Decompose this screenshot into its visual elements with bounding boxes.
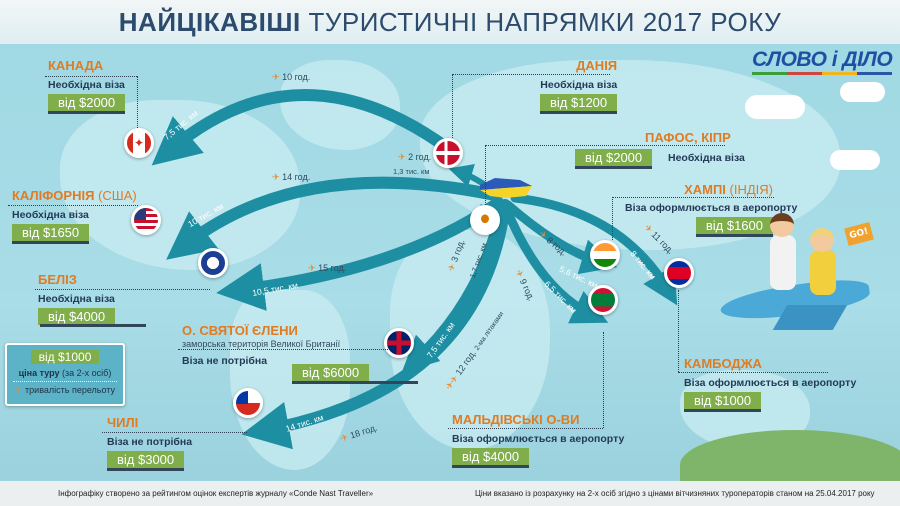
leader-line (137, 76, 138, 128)
logo-color-bar (752, 72, 892, 75)
plane-icon: ✈ (308, 263, 316, 273)
footer-prices-note: Ціни вказано із розрахунку на 2-х осіб з… (475, 489, 875, 498)
destination-maldives: МАЛЬДІВСЬКІ О-ВИ Віза оформлюється в аер… (452, 412, 624, 468)
traveller-boy-head (770, 213, 794, 237)
destination-canada: КАНАДА Необхідна віза від $2000 (48, 58, 126, 114)
price-badge: від $1650 (12, 224, 90, 244)
leader-line (452, 74, 453, 138)
maldives-flag-pin[interactable] (588, 285, 618, 315)
route-time-usa: ✈ 14 год. (272, 172, 311, 182)
legend-price-sample: від $1000 (30, 350, 100, 364)
chile-canton (236, 391, 248, 404)
price-badge: від $1000 (684, 392, 762, 412)
denmark-flag-pin[interactable] (433, 138, 463, 168)
destination-california: КАЛІФОРНІЯ (США) Необхідна віза від $165… (12, 188, 137, 244)
legend-price-label: ціна туру (за 2-х осіб) (18, 368, 112, 378)
destination-belize: БЕЛІЗ Необхідна віза від $4000 (38, 272, 116, 325)
destination-st-helena: О. СВЯТОЇ ЄЛЕНИ заморська територія Вели… (182, 323, 341, 367)
footer: Інфографіку створено за рейтингом оцінок… (0, 481, 900, 506)
cloud (745, 95, 805, 119)
traveller-girl (810, 250, 836, 295)
header: НАЙЦІКАВІШІ ТУРИСТИЧНІ НАПРЯМКИ 2017 РОК… (0, 0, 900, 44)
route-canada (151, 89, 456, 166)
price-badge: від $4000 (38, 308, 116, 325)
route-belize (216, 199, 501, 311)
route-maldives (501, 203, 609, 324)
underline (292, 381, 418, 384)
cloud (830, 150, 880, 170)
plane-icon: ✈ (272, 172, 280, 182)
route-time-canada: ✈ 10 год. (272, 72, 311, 82)
plane-icon: ✈ (398, 152, 406, 162)
leader-line (178, 349, 388, 350)
price-badge: від $2000 (48, 94, 126, 114)
leader-line (102, 432, 247, 433)
plane-icon: ✈ (272, 72, 280, 82)
route-usa (166, 176, 501, 260)
traveller-girl-head (810, 228, 834, 252)
destination-cyprus-visa: Необхідна віза (668, 152, 745, 164)
leader-line (678, 290, 679, 372)
price-badge: від $4000 (452, 448, 530, 468)
price-badge: від $2000 (575, 149, 653, 169)
traveller-boy (770, 235, 796, 290)
price-badge: від $1600 (695, 217, 773, 237)
leader-line (612, 197, 613, 240)
destination-chile: ЧИЛІ Віза не потрібна від $3000 (107, 415, 192, 471)
cambodia-flag-pin[interactable] (664, 258, 694, 288)
maple-leaf-icon: ✦ (133, 136, 145, 150)
plane-icon: ✈ (14, 385, 23, 395)
leader-line (603, 332, 604, 428)
page-title: НАЙЦІКАВІШІ ТУРИСТИЧНІ НАПРЯМКИ 2017 РОК… (118, 7, 782, 37)
usa-flag-pin[interactable] (131, 205, 161, 235)
destination-india: ХАМПІ (ІНДІЯ) Віза оформлюється в аеропо… (625, 182, 797, 237)
leader-line (452, 74, 610, 75)
leader-line (612, 197, 774, 198)
price-badge: від $6000 (292, 364, 370, 381)
destination-denmark: ДАНІЯ Необхідна віза від $1200 (540, 58, 618, 114)
legend: від $1000 ціна туру (за 2-х осіб) ✈ трив… (5, 343, 125, 406)
underline (40, 324, 146, 327)
uk-flag-pin[interactable] (384, 328, 414, 358)
destination-cambodia: КАМБОДЖА Віза оформлюється в аеропорту в… (684, 356, 856, 412)
destination-cyprus-title: ПАФОС, КІПР (645, 130, 731, 145)
legend-duration: ✈ тривалість перельоту (14, 385, 116, 395)
footer-source: Інфографіку створено за рейтингом оцінок… (58, 489, 374, 498)
cloud (840, 82, 885, 102)
india-flag-pin[interactable] (590, 240, 620, 270)
price-badge: від $1200 (540, 94, 618, 114)
leader-line (8, 205, 138, 206)
usa-canton (134, 208, 146, 220)
route-cambodia (510, 193, 678, 306)
route-time-belize: ✈ 15 год. (308, 263, 347, 273)
route-chile (241, 199, 511, 450)
leader-line (35, 289, 210, 290)
price-badge: від $3000 (107, 451, 185, 471)
canada-flag-pin[interactable]: ✦ (124, 128, 154, 158)
route-distance-denmark: 1,3 тис. км (393, 167, 430, 176)
cyprus-flag-pin[interactable] (470, 205, 500, 235)
chile-flag-pin[interactable] (233, 388, 263, 418)
leader-line (45, 76, 137, 77)
plane-icon: ✈ (339, 431, 350, 444)
leader-line (485, 145, 725, 146)
leader-line (485, 145, 486, 205)
leader-line (678, 372, 828, 373)
slovo-i-dilo-logo: СЛОВО і ДІЛО (752, 48, 893, 71)
ukraine-shape-yellow (480, 186, 532, 198)
leader-line (448, 428, 603, 429)
route-time-denmark: ✈ 2 год. (398, 152, 432, 162)
belize-flag-pin[interactable] (198, 248, 228, 278)
